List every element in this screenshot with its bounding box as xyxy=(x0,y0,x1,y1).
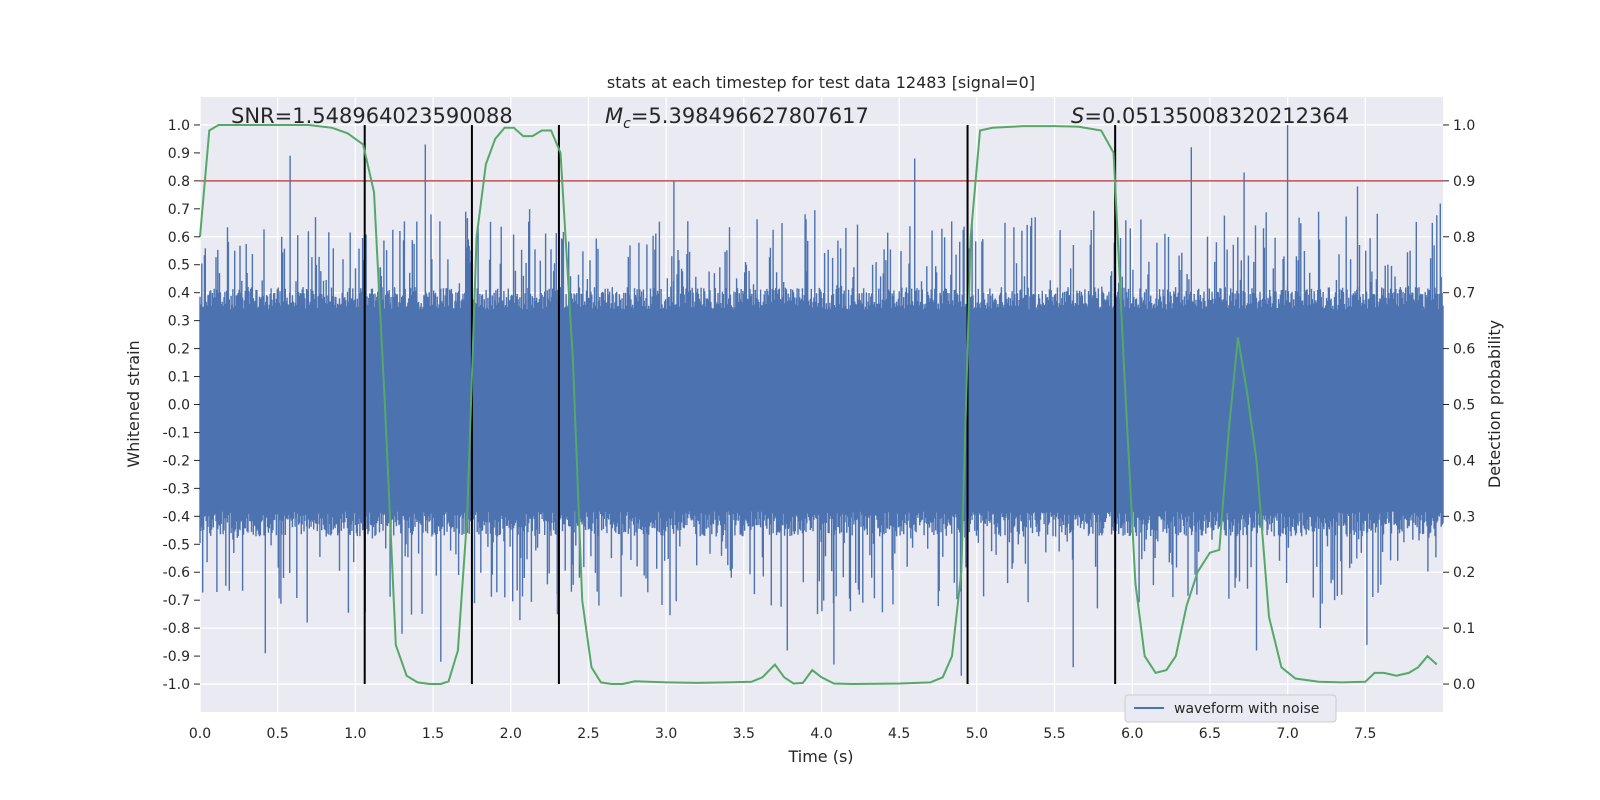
y-right-tick-label: 0.6 xyxy=(1453,342,1475,358)
detection-probability xyxy=(199,124,1438,686)
y-right-tick-label: 0.3 xyxy=(1453,509,1475,525)
tick-labels: 0.0 0.5 1.0 1.5 2.0 2.5 3.0 3.5 4.0 4.5 5.0 5.5 6.0 6… xyxy=(163,118,1476,742)
y-left-tick-label: 0.0 xyxy=(168,398,190,414)
y-left-tick-label: -0.1 xyxy=(163,425,190,441)
y-right-tick-label: 0.4 xyxy=(1453,453,1475,469)
y-left-tick-label: -0.8 xyxy=(163,621,190,637)
x-tick-label: 1.0 xyxy=(344,726,366,742)
y-left-tick-label: -1.0 xyxy=(163,677,190,693)
y-left-tick-label: -0.9 xyxy=(163,649,190,665)
y-right-tick-label: 0.2 xyxy=(1453,565,1475,581)
y-left-tick-label: 1.0 xyxy=(168,118,190,134)
y-left-tick-label: -0.4 xyxy=(163,509,190,525)
x-tick-label: 2.0 xyxy=(500,726,522,742)
chirp-mass-subscript: c xyxy=(623,116,631,132)
x-axis-label: Time (s) xyxy=(787,747,853,766)
y-left-tick-label: -0.5 xyxy=(163,537,190,553)
y-left-tick-label: 0.8 xyxy=(168,174,190,190)
x-tick-label: 6.5 xyxy=(1199,726,1221,742)
x-tick-label: 3.5 xyxy=(733,726,755,742)
chirp-mass-value: =5.398496627807617 xyxy=(631,104,869,128)
chirp-mass-symbol: M xyxy=(605,104,623,128)
y-left-tick-label: -0.2 xyxy=(163,453,190,469)
x-tick-label: 4.5 xyxy=(888,726,910,742)
s-value: =0.05135008320212364 xyxy=(1084,104,1349,128)
x-tick-label: 7.5 xyxy=(1354,726,1376,742)
snr-annotation: SNR=1.548964023590088 xyxy=(231,104,513,128)
x-tick-label: 5.5 xyxy=(1043,726,1065,742)
x-tick-label: 4.0 xyxy=(810,726,832,742)
vertical-lines xyxy=(363,124,1117,685)
x-tick-label: 2.5 xyxy=(577,726,599,742)
y-axis-label-left: Whitened strain xyxy=(124,340,143,467)
legend-label: waveform with noise xyxy=(1174,701,1319,717)
x-tick-label: 3.0 xyxy=(655,726,677,742)
y-left-tick-label: -0.6 xyxy=(163,565,190,581)
y-left-tick-label: 0.6 xyxy=(168,230,190,246)
chirp-mass-annotation: Mc=5.398496627807617 xyxy=(605,104,869,132)
y-right-tick-label: 0.8 xyxy=(1453,230,1475,246)
y-right-tick-label: 1.0 xyxy=(1453,118,1475,134)
y-left-tick-label: 0.1 xyxy=(168,370,190,386)
y-left-tick-label: 0.7 xyxy=(168,202,190,218)
y-right-tick-label: 0.7 xyxy=(1453,286,1475,302)
x-tick-label: 1.5 xyxy=(422,726,444,742)
x-tick-label: 7.0 xyxy=(1276,726,1298,742)
waveform-trace xyxy=(199,125,1444,676)
x-tick-label: 0.5 xyxy=(267,726,289,742)
y-axis-label-right: Detection probability xyxy=(1485,320,1504,488)
y-right-tick-label: 0.9 xyxy=(1453,174,1475,190)
s-symbol: S xyxy=(1071,104,1084,128)
y-left-tick-label: 0.2 xyxy=(168,342,190,358)
y-left-tick-label: 0.5 xyxy=(168,258,190,274)
y-right-tick-label: 0.5 xyxy=(1453,398,1475,414)
chart-title: stats at each timestep for test data 124… xyxy=(607,73,1035,92)
s-annotation: S=0.05135008320212364 xyxy=(1071,104,1349,128)
y-left-tick-label: 0.9 xyxy=(168,146,190,162)
x-tick-label: 6.0 xyxy=(1121,726,1143,742)
y-left-tick-label: -0.7 xyxy=(163,593,190,609)
y-left-tick-label: 0.3 xyxy=(168,314,190,330)
y-left-tick-label: -0.3 xyxy=(163,481,190,497)
y-left-tick-label: 0.4 xyxy=(168,286,190,302)
legend: waveform with noise xyxy=(1124,694,1337,723)
probability-line xyxy=(199,124,1438,686)
x-tick-label: 5.0 xyxy=(966,726,988,742)
x-tick-label: 0.0 xyxy=(189,726,211,742)
legend-box xyxy=(1124,694,1337,723)
y-right-tick-label: 0.0 xyxy=(1453,677,1475,693)
y-right-tick-label: 0.1 xyxy=(1453,621,1475,637)
